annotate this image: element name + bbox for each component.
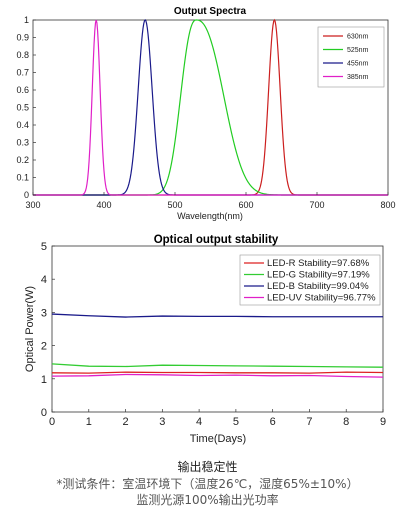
spectra-chart-title: Output Spectra <box>174 6 247 17</box>
spectra-legend-entry: 455nm <box>347 61 369 68</box>
spectra-y-tick-label: 1 <box>24 15 29 25</box>
spectra-y-tick-label: 0.9 <box>16 33 29 43</box>
stability-series-line-1 <box>51 363 384 368</box>
spectra-y-tick-label: 0.3 <box>16 138 29 148</box>
stability-legend: LED-R Stability=97.68%LED-G Stability=97… <box>239 254 381 306</box>
spectra-x-ticks: 300 400 500 600 700 800 <box>25 192 396 210</box>
stability-x-tick-label: 6 <box>270 416 276 428</box>
spectra-x-tick-label: 300 <box>25 200 40 210</box>
stability-y-axis-label: Optical Power(W) <box>24 286 36 372</box>
spectra-series-line-385nm <box>33 19 388 196</box>
stability-y-tick-label: 2 <box>41 341 47 353</box>
spectra-x-tick-label: 600 <box>238 200 253 210</box>
spectra-legend: 630nm 525nm 455nm 385nm <box>317 26 385 88</box>
stability-y-ticks: 0 1 2 3 4 5 <box>41 241 55 419</box>
stability-legend-entry: LED-B Stability=99.04% <box>267 281 369 292</box>
stability-x-axis-label: Time(Days) <box>190 433 246 445</box>
stability-x-tick-label: 4 <box>196 416 202 428</box>
spectra-series-group <box>33 18 388 196</box>
spectra-x-tick-label: 500 <box>167 200 182 210</box>
spectra-y-tick-label: 0.6 <box>16 85 29 95</box>
stability-x-tick-label: 2 <box>122 416 128 428</box>
spectra-y-tick-label: 0.7 <box>16 68 29 78</box>
stability-series-line-0 <box>51 371 384 374</box>
stability-x-tick-label: 7 <box>306 416 312 428</box>
spectra-y-tick-label: 0.1 <box>16 173 29 183</box>
stability-y-tick-label: 3 <box>41 307 47 319</box>
stability-x-tick-label: 1 <box>86 416 92 428</box>
spectra-legend-entry: 630nm <box>347 34 369 41</box>
spectra-x-tick-label: 400 <box>96 200 111 210</box>
caption-monitor-note: 监测光源100%输出光功率 <box>136 493 279 507</box>
caption-title: 输出稳定性 <box>177 460 238 474</box>
stability-x-tick-label: 9 <box>380 416 386 428</box>
stability-x-tick-label: 0 <box>49 416 55 428</box>
stability-y-tick-label: 5 <box>41 241 47 253</box>
stability-y-tick-label: 1 <box>41 374 47 386</box>
spectra-x-axis-label: Wavelength(nm) <box>177 211 243 221</box>
caption-test-conditions: *测试条件：室温环境下（温度26℃，湿度65%±10%） <box>56 477 359 491</box>
spectra-y-tick-label: 0 <box>24 190 29 200</box>
stability-x-tick-label: 8 <box>343 416 349 428</box>
spectra-y-tick-label: 0.8 <box>16 50 29 60</box>
stability-series-line-3 <box>51 373 384 378</box>
stability-chart: Optical output stability 0 1 2 3 4 5 6 7 8 9 0 1 2 3… <box>24 234 386 445</box>
stability-x-ticks: 0 1 2 3 4 5 6 7 8 9 <box>49 409 386 428</box>
stability-series-line-2 <box>51 313 383 318</box>
spectra-legend-entry: 385nm <box>347 74 369 81</box>
stability-legend-entry: LED-UV Stability=96.77% <box>267 293 376 304</box>
spectra-x-tick-label: 800 <box>380 200 395 210</box>
spectra-y-tick-label: 0.4 <box>16 120 29 130</box>
stability-legend-entry: LED-R Stability=97.68% <box>267 258 370 269</box>
spectra-x-tick-label: 700 <box>309 200 324 210</box>
stability-series-group <box>51 313 384 378</box>
stability-y-tick-label: 4 <box>41 274 47 286</box>
spectra-y-tick-label: 0.2 <box>16 155 29 165</box>
spectra-y-ticks: 0 0.1 0.2 0.3 0.4 0.5 0.6 0.7 0.8 0.9 1 <box>16 15 36 200</box>
stability-y-tick-label: 0 <box>41 407 47 419</box>
stability-legend-entry: LED-G Stability=97.19% <box>267 270 370 281</box>
spectra-chart: Output Spectra 300 400 500 600 700 800 0 0.1 0.… <box>16 6 395 221</box>
stability-x-tick-label: 3 <box>159 416 165 428</box>
stability-x-tick-label: 5 <box>233 416 239 428</box>
spectra-legend-entry: 525nm <box>347 47 369 54</box>
stability-chart-title: Optical output stability <box>154 234 279 246</box>
stability-plot-frame <box>51 245 384 413</box>
spectra-y-tick-label: 0.5 <box>16 103 29 113</box>
